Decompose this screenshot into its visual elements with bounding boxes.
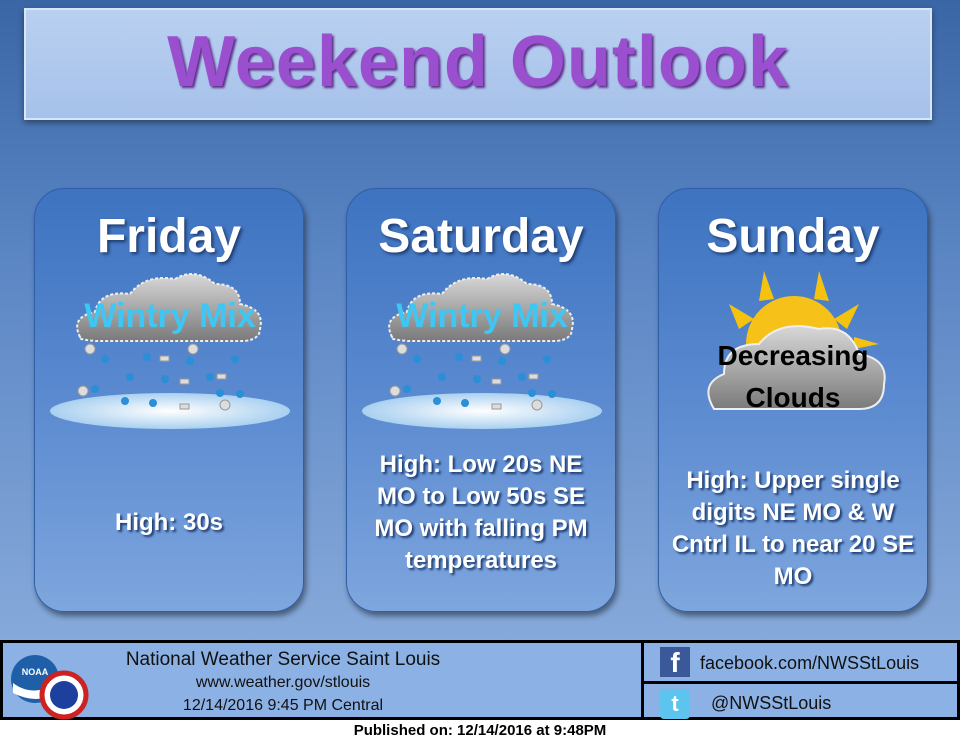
wintry-mix-icon: Wintry Mix: [49, 273, 291, 430]
facebook-link[interactable]: facebook.com/NWSStLouis: [700, 653, 920, 673]
svg-text:NOAA: NOAA: [22, 667, 49, 677]
forecast-text: High: Low 20s NE MO to Low 50s SE MO wit…: [374, 451, 588, 574]
website-link[interactable]: www.weather.gov/stlouis: [195, 674, 371, 691]
wintry-mix-icon: Wintry Mix: [361, 273, 603, 430]
office-name: National Weather Service Saint Louis: [125, 649, 441, 670]
page-title: Weekend Outlook: [167, 22, 789, 102]
icon-label: Wintry Mix: [84, 297, 256, 335]
footer: NOAA National Weather Service Saint Loui…: [0, 640, 960, 720]
forecast-text: High: 30s: [114, 509, 224, 536]
day-card-saturday: Saturday Wintry Mix High: Low 20s NE MO …: [346, 188, 616, 612]
day-name: Saturday: [378, 210, 584, 263]
twitter-icon: t: [660, 689, 690, 719]
issued-time: 12/14/2016 9:45 PM Central: [182, 697, 384, 714]
divider: [641, 643, 644, 717]
twitter-link[interactable]: @NWSStLouis: [711, 693, 832, 713]
forecast-text: High: Upper single digits NE MO & W Cntr…: [671, 467, 915, 590]
day-name: Friday: [96, 210, 242, 263]
partly-sunny-cloud-icon: [707, 271, 886, 410]
icon-label: Wintry Mix: [396, 297, 568, 335]
day-card-friday: Friday Wintry Mix High: 30s: [34, 188, 304, 612]
icon-label: Decreasing Clouds: [717, 340, 869, 413]
published-timestamp: Published on: 12/14/2016 at 9:48PM: [353, 722, 607, 739]
facebook-icon: f: [660, 647, 690, 678]
day-card-sunday: Sunday Decreasing Clouds High: Upper sin…: [658, 188, 928, 612]
title-banner: Weekend Outlook: [24, 8, 932, 120]
day-name: Sunday: [706, 210, 880, 263]
divider: [643, 681, 960, 684]
noaa-nws-logo: NOAA: [11, 655, 89, 720]
